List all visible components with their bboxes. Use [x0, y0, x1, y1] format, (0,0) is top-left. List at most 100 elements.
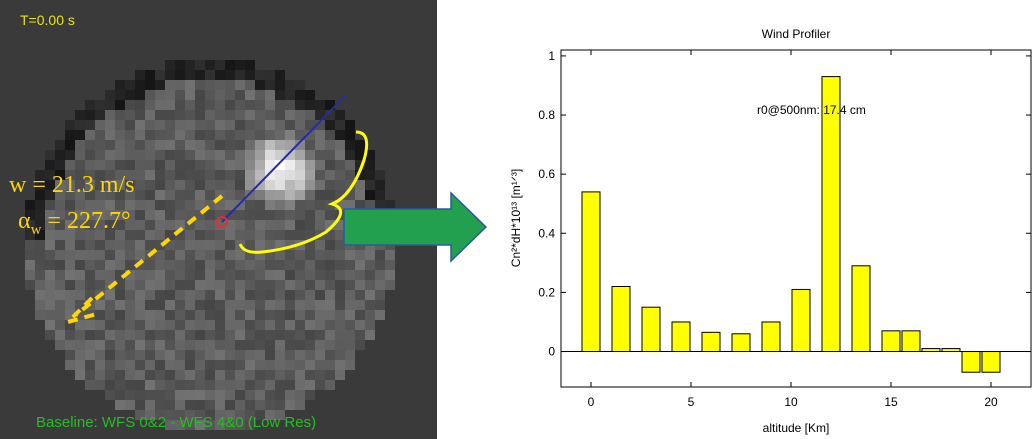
pixel — [285, 220, 295, 230]
pixel — [275, 270, 285, 280]
pixel — [165, 60, 175, 70]
pixel — [235, 60, 245, 70]
pixel — [355, 330, 365, 340]
pixel — [155, 310, 165, 320]
pixel — [155, 320, 165, 330]
pixel — [235, 100, 245, 110]
pixel — [225, 280, 235, 290]
pixel — [345, 190, 355, 200]
pixel — [25, 270, 35, 280]
pixel — [235, 160, 245, 170]
pixel — [205, 410, 215, 420]
pixel — [75, 110, 85, 120]
pixel — [355, 340, 365, 350]
pixel — [135, 330, 145, 340]
pixel — [225, 390, 235, 400]
pixel — [135, 390, 145, 400]
pixel — [155, 360, 165, 370]
pixel — [55, 200, 65, 210]
pixel — [285, 280, 295, 290]
pixel — [135, 230, 145, 240]
pixel — [55, 320, 65, 330]
pixel — [95, 270, 105, 280]
pixel — [325, 160, 335, 170]
pixel — [335, 130, 345, 140]
pixel — [225, 140, 235, 150]
pixel — [305, 200, 315, 210]
pixel — [265, 320, 275, 330]
pixel — [25, 200, 35, 210]
pixel — [235, 140, 245, 150]
pixel — [45, 200, 55, 210]
pixel — [75, 360, 85, 370]
pixel — [105, 160, 115, 170]
pixel — [225, 380, 235, 390]
curly-brace — [238, 130, 369, 254]
pixel — [275, 330, 285, 340]
pixel — [265, 100, 275, 110]
pixel — [345, 120, 355, 130]
pixel — [235, 300, 245, 310]
pixel — [75, 150, 85, 160]
y-tick-label: 0 — [548, 345, 555, 359]
pixel — [325, 350, 335, 360]
pixel — [305, 270, 315, 280]
pixel — [235, 350, 245, 360]
pixel — [185, 60, 195, 70]
pixel — [315, 130, 325, 140]
pixel — [185, 150, 195, 160]
pixel — [335, 290, 345, 300]
pixel — [355, 320, 365, 330]
pixel — [65, 240, 75, 250]
pixel — [285, 250, 295, 260]
pixel — [245, 70, 255, 80]
pixel — [295, 100, 305, 110]
pixel — [25, 210, 35, 220]
pixel — [115, 330, 125, 340]
pixel — [305, 370, 315, 380]
pixel — [265, 190, 275, 200]
pixel — [325, 290, 335, 300]
pixel — [115, 320, 125, 330]
pixel — [125, 230, 135, 240]
pixel — [45, 280, 55, 290]
pixel — [85, 180, 95, 190]
pixel — [75, 270, 85, 280]
pixel — [215, 100, 225, 110]
pixel — [225, 100, 235, 110]
pixel — [165, 70, 175, 80]
pixel — [105, 390, 115, 400]
pixel — [355, 300, 365, 310]
pixel — [125, 250, 135, 260]
pixel — [375, 170, 385, 180]
pixel — [65, 250, 75, 260]
pixel — [355, 180, 365, 190]
pixel — [125, 380, 135, 390]
pixel — [145, 390, 155, 400]
pixel — [305, 140, 315, 150]
pixel — [85, 140, 95, 150]
pixel — [325, 170, 335, 180]
pixel — [305, 300, 315, 310]
pixel — [115, 280, 125, 290]
pixel — [245, 420, 255, 430]
pixel — [125, 170, 135, 180]
pixel — [215, 420, 225, 430]
pixel — [265, 180, 275, 190]
pixel — [155, 120, 165, 130]
pixel — [255, 230, 265, 240]
pixel — [85, 330, 95, 340]
pixel — [335, 300, 345, 310]
pixel — [355, 270, 365, 280]
pixel — [195, 70, 205, 80]
pixel — [45, 160, 55, 170]
pixel — [285, 340, 295, 350]
pixel — [95, 180, 105, 190]
pixel — [165, 210, 175, 220]
pixel — [355, 250, 365, 260]
pixel — [235, 180, 245, 190]
pixel — [245, 160, 255, 170]
pixel — [275, 140, 285, 150]
y-axis-label: Cn²*dH*10¹³ [m¹ᐟ³] — [509, 169, 523, 267]
pixel — [165, 120, 175, 130]
